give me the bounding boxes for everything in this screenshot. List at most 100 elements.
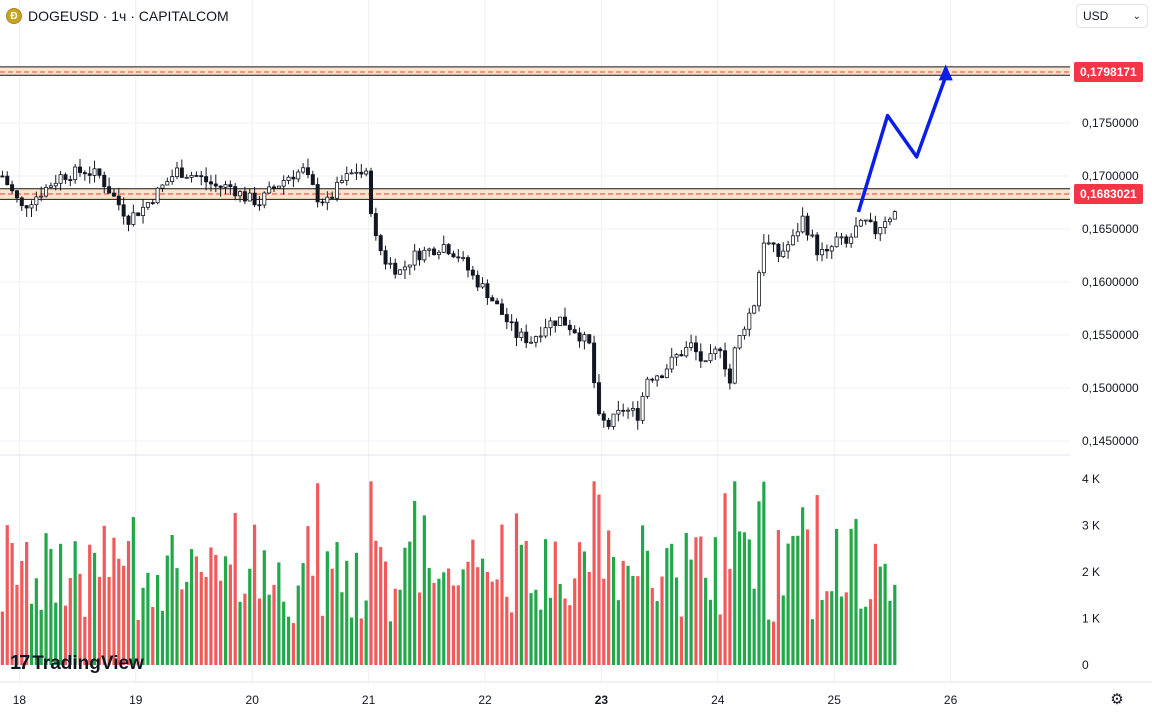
volume-bar-up bbox=[29, 603, 34, 665]
candle-down bbox=[291, 176, 296, 180]
volume-bar-up bbox=[893, 584, 897, 665]
candle-up bbox=[189, 175, 194, 178]
volume-bar-up bbox=[165, 555, 169, 665]
candle-down bbox=[116, 195, 121, 206]
candle-down bbox=[621, 409, 626, 412]
candle-up bbox=[684, 346, 689, 357]
volume-bar-up bbox=[39, 609, 43, 665]
candle-up bbox=[664, 368, 669, 378]
candle-down bbox=[213, 183, 218, 187]
candle-up bbox=[407, 264, 412, 268]
candle-up bbox=[645, 378, 650, 397]
volume-bar-up bbox=[34, 578, 38, 665]
candle-down bbox=[126, 215, 131, 225]
candle-down bbox=[660, 375, 665, 378]
volume-bar-up bbox=[529, 593, 533, 665]
candle-down bbox=[524, 331, 529, 344]
candle-up bbox=[795, 231, 800, 237]
candle-up bbox=[398, 269, 403, 275]
volume-bar-down bbox=[602, 578, 606, 665]
candle-up bbox=[441, 244, 446, 253]
candle-up bbox=[53, 182, 58, 187]
volume-bar-down bbox=[25, 542, 29, 665]
candle-down bbox=[456, 256, 461, 259]
volume-bar-up bbox=[864, 606, 868, 665]
volume-bar-up bbox=[301, 563, 305, 665]
symbol-label: DOGEUSD · 1ч · CAPITALCOM bbox=[28, 8, 229, 24]
candle-up bbox=[655, 375, 660, 381]
volume-bar-down bbox=[524, 541, 528, 665]
candle-down bbox=[514, 321, 519, 338]
dogecoin-icon: Ð bbox=[6, 8, 22, 24]
candle-down bbox=[567, 324, 572, 331]
candle-down bbox=[693, 342, 698, 353]
candle-up bbox=[892, 211, 897, 220]
candle-up bbox=[160, 184, 165, 189]
volume-bar-up bbox=[325, 551, 329, 665]
candle-down bbox=[490, 297, 495, 302]
time-tick-label: 24 bbox=[711, 693, 725, 707]
candle-up bbox=[335, 182, 340, 199]
candle-down bbox=[485, 283, 490, 299]
volume-bar-down bbox=[553, 541, 557, 665]
volume-bar-up bbox=[350, 617, 354, 665]
settings-icon[interactable]: ⚙ bbox=[1110, 691, 1124, 708]
candle-down bbox=[509, 321, 514, 324]
volume-bar-down bbox=[214, 554, 218, 665]
currency-selector[interactable]: USD ⌄ bbox=[1076, 4, 1148, 28]
candle-down bbox=[10, 184, 15, 192]
volume-bar-down bbox=[471, 539, 475, 665]
candle-up bbox=[388, 262, 393, 265]
candle-up bbox=[141, 206, 146, 216]
candle-up bbox=[58, 174, 63, 184]
candle-down bbox=[102, 174, 107, 188]
candle-up bbox=[145, 202, 150, 208]
volume-bar-up bbox=[461, 569, 465, 665]
candle-down bbox=[824, 248, 829, 252]
candle-down bbox=[107, 186, 112, 194]
volume-bar-down bbox=[510, 612, 514, 665]
candle-up bbox=[761, 242, 766, 274]
currency-value: USD bbox=[1083, 9, 1109, 23]
candle-down bbox=[305, 167, 310, 176]
candle-up bbox=[674, 354, 679, 358]
volume-bar-down bbox=[699, 536, 703, 665]
candle-down bbox=[495, 300, 500, 305]
candle-up bbox=[165, 181, 170, 186]
candle-down bbox=[553, 320, 558, 326]
candle-up bbox=[170, 176, 175, 182]
zone-fill bbox=[0, 66, 1070, 76]
candle-up bbox=[708, 353, 713, 362]
candle-down bbox=[592, 342, 597, 384]
volume-bar-up bbox=[267, 594, 271, 665]
time-axis: 18 19 20 21 22 23 24 25 26 bbox=[13, 693, 958, 707]
tradingview-logo[interactable]: 17 TradingView bbox=[10, 652, 144, 675]
volume-bar-down bbox=[679, 616, 683, 665]
candle-down bbox=[315, 184, 320, 203]
symbol-header[interactable]: Ð DOGEUSD · 1ч · CAPITALCOM bbox=[6, 6, 229, 26]
volume-bar-down bbox=[873, 543, 877, 665]
volume-bar-down bbox=[272, 584, 276, 665]
volume-bar-down bbox=[374, 540, 378, 665]
volume-bar-up bbox=[286, 616, 291, 665]
candle-up bbox=[543, 327, 548, 337]
candle-up bbox=[131, 212, 136, 225]
horizontal-zones bbox=[0, 66, 1070, 200]
candle-down bbox=[24, 205, 29, 209]
volume-bar-down bbox=[495, 579, 499, 665]
candle-up bbox=[184, 176, 189, 179]
candle-up bbox=[786, 244, 791, 252]
candle-up bbox=[757, 272, 762, 307]
volume-bar-up bbox=[767, 619, 771, 665]
candle-down bbox=[82, 172, 87, 175]
candle-up bbox=[839, 236, 844, 239]
volume-bar-up bbox=[582, 551, 586, 665]
candle-up bbox=[737, 335, 742, 349]
volume-bar-down bbox=[447, 568, 451, 665]
volume-bar-up bbox=[364, 600, 368, 665]
volume-bar-up bbox=[340, 592, 344, 665]
volume-bar-down bbox=[451, 585, 456, 665]
candle-up bbox=[529, 341, 534, 344]
volume-bar-up bbox=[544, 539, 548, 665]
